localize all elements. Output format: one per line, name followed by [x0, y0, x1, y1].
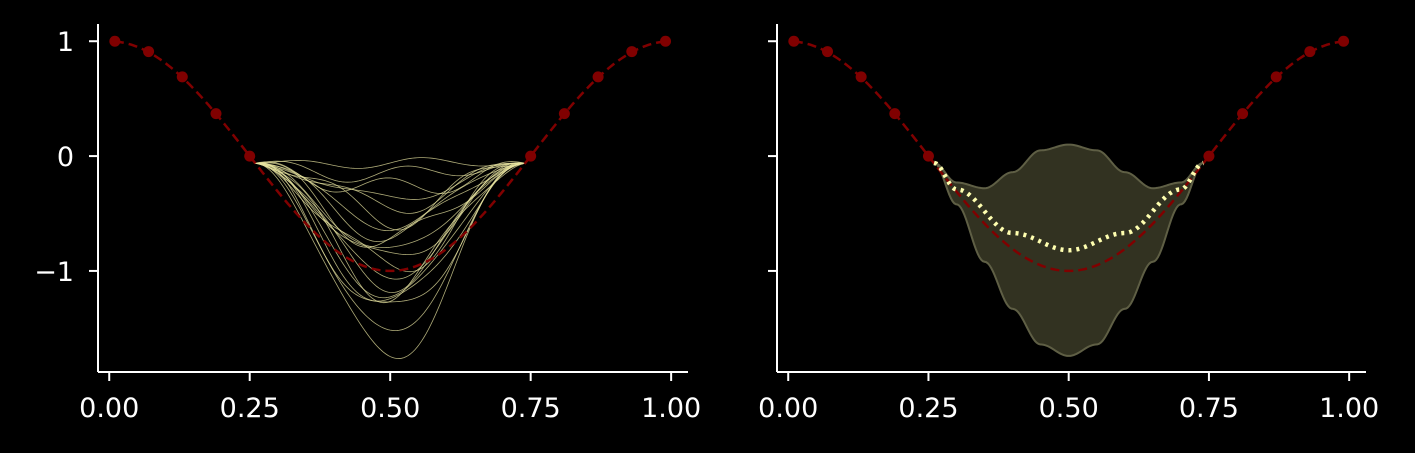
x-tick-label: 0.00 — [758, 393, 818, 424]
observed-point — [626, 46, 638, 58]
x-tick-label: 0.75 — [501, 393, 561, 424]
y-tick-label: 1 — [57, 27, 74, 58]
observed-point — [176, 71, 188, 83]
y-tick-label: 0 — [57, 142, 74, 173]
true-function-line — [114, 40, 666, 273]
observed-point — [821, 46, 833, 58]
observed-point — [889, 108, 901, 120]
observed-point — [525, 150, 537, 162]
posterior-sample-curve — [255, 162, 526, 248]
observed-point — [788, 35, 800, 47]
left-panel-samples: 0.00 0.25 0.50 0.75 1.00 1 0 −1 — [34, 24, 701, 424]
x-tick-label: 1.00 — [1319, 393, 1379, 424]
x-tick-label: 0.25 — [898, 393, 958, 424]
observed-point — [855, 71, 867, 83]
x-tick-label: 0.00 — [79, 393, 139, 424]
posterior-sample-curve — [255, 162, 526, 232]
posterior-sample-curve — [255, 160, 526, 183]
posterior-sample-curve — [255, 162, 526, 294]
x-tick-label: 0.50 — [1039, 393, 1099, 424]
observed-point — [244, 150, 256, 162]
x-tick-label: 0.25 — [220, 393, 280, 424]
posterior-sample-curve — [255, 157, 526, 169]
true-function-line — [793, 40, 1344, 273]
posterior-sample-curve — [255, 162, 526, 280]
posterior-mean-line — [933, 160, 1204, 253]
x-tick-label: 0.50 — [360, 393, 420, 424]
observed-point — [1304, 46, 1316, 58]
observed-point — [109, 35, 121, 47]
observed-point — [558, 108, 570, 120]
posterior-sample-curve — [255, 162, 526, 331]
observed-point — [660, 35, 672, 47]
observed-point — [1270, 71, 1282, 83]
y-tick-label: −1 — [34, 257, 74, 288]
posterior-sample-curve — [255, 162, 526, 304]
observed-point — [1203, 150, 1215, 162]
right-panel-confidence-band: 0.00 0.25 0.50 0.75 1.00 — [758, 24, 1379, 424]
observed-point — [210, 108, 222, 120]
x-tick-label: 1.00 — [641, 393, 701, 424]
observed-point — [922, 150, 934, 162]
posterior-sample-curve — [255, 162, 526, 299]
observed-point — [592, 71, 604, 83]
observed-point — [143, 46, 155, 58]
observed-point — [1338, 35, 1350, 47]
observed-point — [1237, 108, 1249, 120]
x-tick-label: 0.75 — [1179, 393, 1239, 424]
